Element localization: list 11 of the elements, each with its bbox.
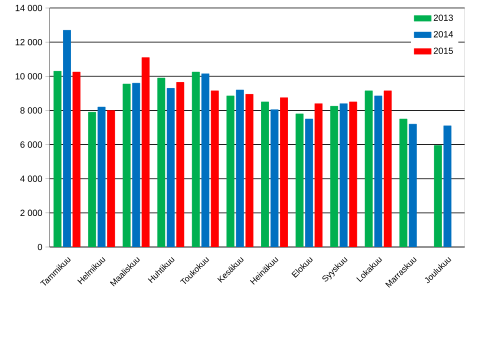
y-tick-label: 4 000	[20, 176, 42, 182]
y-tick-label: 2 000	[20, 210, 42, 216]
y-tick-label: 12 000	[16, 38, 42, 46]
y-tick-label: 10 000	[16, 73, 42, 80]
y-tick-label: 8 000	[20, 107, 42, 114]
y-tick-label: 14 000	[16, 4, 42, 12]
y-tick-label: 0	[38, 244, 42, 250]
legend-label: 2013	[434, 14, 453, 21]
legend-label: 2014	[434, 31, 454, 38]
y-tick-label: 6 000	[20, 141, 42, 148]
legend-label: 2015	[434, 48, 453, 54]
